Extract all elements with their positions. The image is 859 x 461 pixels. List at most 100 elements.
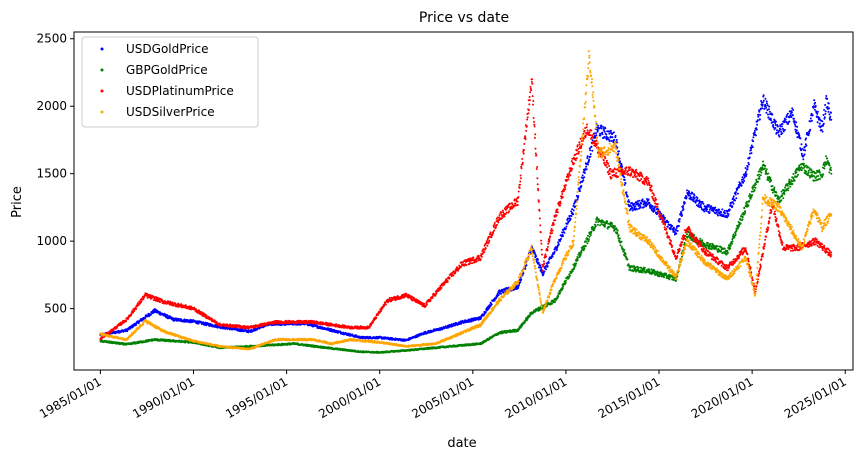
data-point — [828, 113, 831, 116]
y-axis-label: Price — [10, 186, 25, 218]
data-point — [602, 126, 605, 128]
data-point — [575, 262, 578, 265]
data-point — [596, 223, 599, 226]
data-point — [748, 200, 751, 202]
data-point — [786, 184, 789, 187]
data-point — [816, 112, 819, 115]
data-point — [623, 183, 626, 186]
data-point — [641, 200, 644, 203]
data-point — [770, 179, 773, 182]
data-point — [675, 227, 678, 229]
data-point — [725, 214, 728, 217]
data-point — [634, 205, 637, 208]
data-point — [809, 117, 812, 120]
data-point — [564, 227, 567, 230]
data-point — [126, 330, 129, 333]
data-point — [757, 115, 760, 118]
data-point — [584, 245, 587, 248]
data-point — [542, 272, 545, 275]
data-point — [818, 169, 821, 172]
data-point — [723, 209, 726, 212]
data-point — [699, 203, 702, 206]
data-point — [743, 176, 746, 179]
data-point — [795, 121, 798, 124]
data-point — [734, 199, 737, 202]
data-point — [773, 188, 776, 191]
data-point — [734, 233, 737, 236]
data-point — [693, 194, 696, 197]
data-point — [580, 185, 583, 187]
data-point — [638, 199, 641, 202]
data-point — [588, 235, 591, 238]
data-point — [543, 270, 546, 273]
data-point — [736, 227, 739, 230]
data-point — [591, 139, 594, 142]
data-point — [703, 210, 706, 213]
data-point — [624, 182, 627, 185]
data-point — [814, 101, 817, 104]
data-point — [677, 224, 680, 227]
data-point — [594, 225, 597, 228]
data-point — [718, 208, 721, 211]
data-point — [620, 240, 623, 243]
data-point — [816, 121, 819, 124]
data-point — [827, 102, 830, 105]
data-point — [631, 209, 634, 212]
data-point — [653, 207, 656, 210]
data-point — [767, 172, 770, 175]
data-point — [765, 100, 768, 103]
data-point — [590, 145, 593, 148]
data-point — [608, 140, 611, 143]
data-point — [663, 276, 665, 279]
data-point — [708, 204, 710, 206]
data-point — [813, 99, 816, 102]
data-point — [728, 208, 731, 211]
data-point — [667, 221, 670, 224]
data-point — [795, 129, 798, 132]
data-point — [668, 276, 671, 279]
data-point — [600, 127, 603, 130]
data-point — [788, 120, 791, 123]
data-point — [739, 222, 742, 225]
data-point — [707, 210, 710, 213]
data-point — [616, 232, 619, 235]
data-point — [632, 202, 635, 205]
data-point — [762, 160, 764, 163]
data-point — [603, 130, 606, 133]
data-point — [778, 129, 781, 132]
data-point — [789, 114, 792, 117]
data-point — [741, 216, 744, 218]
data-point — [783, 193, 786, 196]
data-point — [637, 202, 640, 205]
data-point — [755, 178, 758, 181]
data-point — [142, 298, 145, 301]
data-point — [806, 165, 809, 168]
data-point — [732, 202, 735, 205]
data-point — [590, 230, 593, 233]
data-point — [557, 295, 560, 298]
data-point — [578, 190, 581, 193]
data-point — [800, 143, 803, 146]
data-point — [740, 178, 743, 181]
data-point — [755, 127, 758, 130]
data-point — [818, 171, 821, 174]
data-point — [680, 212, 683, 215]
data-point — [676, 229, 679, 232]
data-point — [787, 122, 790, 125]
x-axis-label: date — [447, 436, 476, 451]
data-point — [666, 225, 669, 228]
data-point — [758, 110, 761, 113]
data-point — [748, 156, 751, 159]
data-point — [586, 155, 589, 158]
data-point — [769, 117, 772, 120]
data-point — [826, 160, 829, 163]
data-point — [821, 120, 824, 123]
data-point — [571, 208, 574, 211]
data-point — [678, 218, 681, 221]
data-point — [767, 116, 770, 119]
data-point — [816, 110, 819, 113]
data-point — [479, 317, 482, 320]
data-point — [787, 189, 790, 192]
data-point — [673, 227, 676, 230]
